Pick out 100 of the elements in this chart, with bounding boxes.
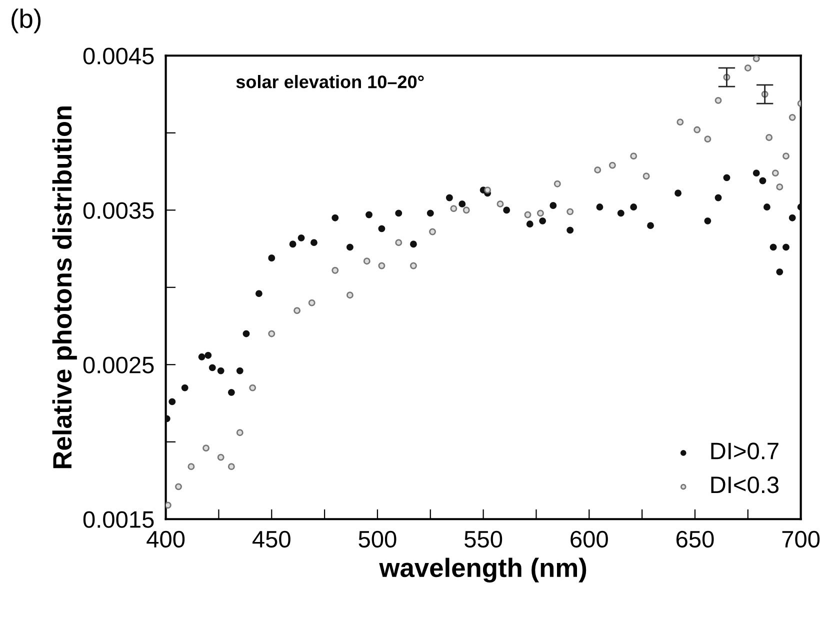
point: [503, 206, 510, 214]
point: [294, 307, 301, 314]
point: [181, 384, 188, 392]
point: [752, 170, 760, 177]
point: [363, 258, 370, 265]
point: [744, 64, 752, 72]
point: [647, 222, 654, 230]
point: [759, 177, 766, 184]
point: [776, 183, 784, 190]
point: [268, 254, 276, 262]
point: [596, 204, 604, 211]
point: [496, 200, 504, 208]
point: [458, 200, 466, 208]
point: [704, 136, 712, 143]
point: [249, 384, 256, 392]
point: [782, 152, 790, 160]
point: [446, 194, 453, 202]
point: [346, 244, 354, 251]
point: [714, 194, 722, 202]
point: [236, 367, 244, 374]
point: [255, 290, 262, 298]
x-tick-label: 450: [252, 530, 290, 548]
point: [175, 483, 182, 490]
point: [630, 204, 638, 211]
point: [395, 239, 402, 246]
point: [236, 429, 244, 436]
point: [772, 170, 779, 177]
point: [462, 206, 470, 214]
point: [608, 162, 616, 169]
point: [228, 388, 235, 396]
legend-label: DI>0.7: [711, 442, 778, 460]
x-tick-label: 700: [782, 530, 820, 548]
point: [410, 262, 417, 270]
point: [217, 454, 224, 461]
point: [484, 186, 492, 194]
point: [566, 208, 574, 216]
point: [714, 96, 722, 104]
point: [298, 234, 305, 242]
y-tick-label: 0.0035: [83, 202, 154, 219]
point: [289, 240, 296, 248]
point: [410, 240, 417, 248]
point: [166, 502, 172, 509]
point: [378, 225, 386, 232]
y-axis-title: Relative photons distribution: [52, 106, 77, 468]
point: [202, 444, 210, 452]
point: [217, 367, 224, 374]
point: [536, 210, 544, 217]
point: [524, 211, 532, 218]
point: [198, 353, 206, 360]
point: [554, 180, 561, 188]
point: [763, 204, 770, 211]
point: [766, 134, 773, 141]
point: [566, 226, 574, 234]
point: [332, 266, 339, 274]
point: [550, 202, 557, 209]
point: [694, 126, 701, 134]
point: [268, 330, 276, 338]
point: [429, 228, 436, 236]
x-axis-title: wavelength (nm): [379, 558, 586, 583]
point: [782, 244, 790, 251]
point: [788, 214, 796, 222]
y-tick-label: 0.0025: [83, 356, 154, 374]
point: [776, 268, 784, 276]
point: [539, 217, 546, 224]
point: [676, 118, 684, 126]
point: [788, 114, 796, 121]
legend-label: DI<0.3: [711, 476, 779, 494]
point: [168, 398, 176, 406]
x-tick-label: 500: [358, 530, 396, 548]
point: [378, 262, 386, 270]
point: [310, 239, 318, 246]
point: [426, 210, 434, 217]
point: [395, 210, 402, 217]
point: [594, 166, 602, 174]
point: [752, 56, 760, 62]
point: [723, 174, 730, 182]
x-tick-label: 600: [570, 530, 608, 548]
point: [366, 211, 372, 218]
point: [704, 217, 712, 224]
y-tick-label: 0.0015: [83, 511, 154, 528]
point: [526, 220, 534, 228]
y-tick-label: 0.0045: [83, 48, 154, 64]
point: [332, 214, 339, 222]
point: [346, 292, 354, 299]
point: [770, 244, 777, 251]
annotation: solar elevation 10–20°: [236, 74, 424, 88]
x-tick-label: 400: [146, 530, 185, 548]
point: [204, 352, 212, 359]
point: [630, 152, 638, 160]
x-tick-label: 550: [464, 530, 502, 548]
point: [188, 463, 195, 470]
point: [674, 190, 682, 197]
text: (b): [12, 8, 41, 34]
x-tick-label: 650: [676, 530, 714, 548]
point: [617, 210, 624, 217]
point: [308, 299, 316, 306]
point: [642, 172, 650, 180]
point: [208, 364, 216, 372]
point: [242, 330, 250, 338]
point: [228, 463, 235, 470]
